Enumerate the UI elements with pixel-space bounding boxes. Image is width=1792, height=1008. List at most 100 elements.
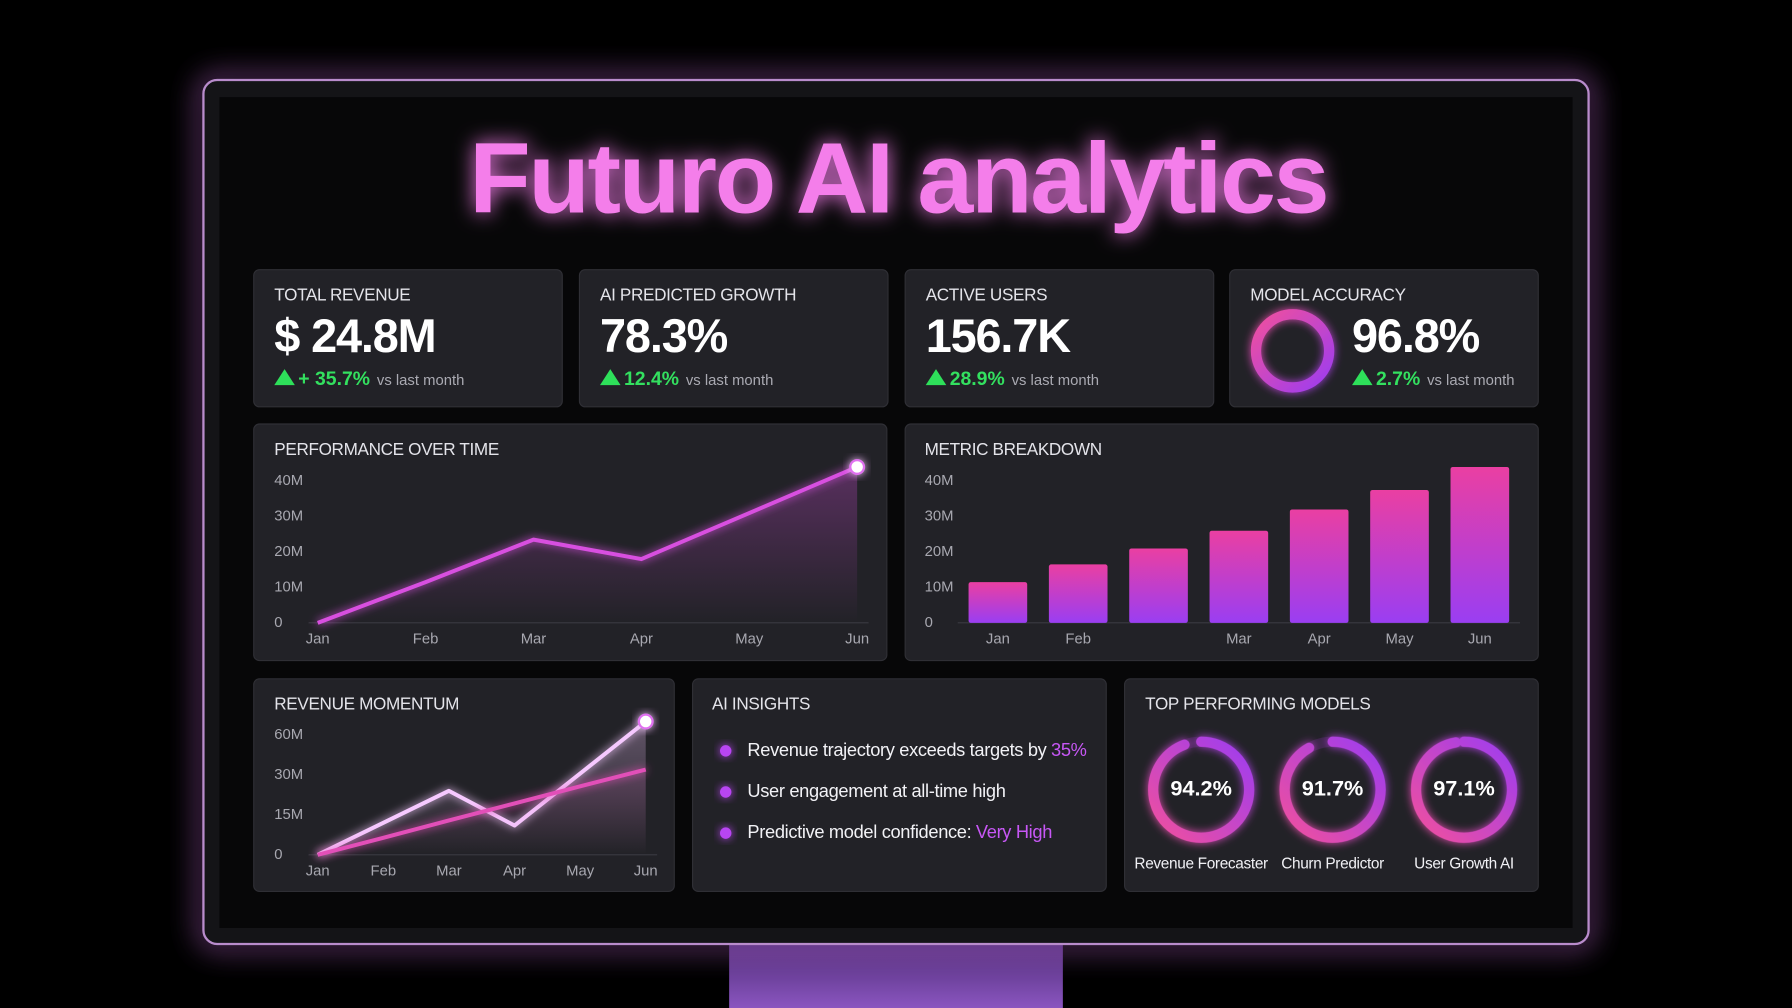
accuracy-ring [1250, 309, 1335, 393]
x-tick-label: Apr [630, 631, 653, 647]
monitor-stand [729, 937, 1063, 1008]
kpi-change: 28.9% [950, 368, 1005, 390]
y-tick-label: 10M [925, 579, 954, 595]
x-tick-label: Feb [413, 631, 439, 647]
bar [1450, 466, 1510, 623]
x-tick-label: Jan [306, 631, 330, 647]
kpi-note: vs last month [377, 373, 464, 389]
x-tick-label: Jun [1468, 631, 1492, 647]
y-tick-label: 0 [274, 847, 282, 863]
dashboard-title: Futuro AI analytics [469, 123, 1327, 235]
y-tick-label: 10M [274, 579, 303, 595]
card [1229, 269, 1539, 408]
up-arrow [925, 369, 947, 386]
card-title: METRIC BREAKDOWN [925, 439, 1102, 459]
insight-text: Predictive model confidence: [747, 821, 971, 842]
line [317, 465, 858, 625]
ring-value: 91.7% [1302, 775, 1364, 800]
x-tick-label: Mar [436, 863, 462, 879]
kpi-change: 2.7% [1376, 368, 1420, 390]
card-title: AI INSIGHTS [712, 694, 810, 714]
up-arrow [274, 369, 295, 386]
y-tick-label: 20M [274, 544, 303, 560]
line [317, 767, 647, 857]
kpi-value: 78.3% [600, 310, 728, 362]
y-tick-label: 20M [925, 544, 954, 560]
x-tick-label: Feb [371, 863, 397, 879]
kpi-change: 12.4% [624, 368, 679, 390]
kpi-change-line: 12.4% vs last month [624, 368, 773, 390]
insight: User engagement at all-time high [747, 780, 1005, 801]
insight-text: Revenue trajectory exceeds targets by [747, 739, 1047, 760]
x-tick-label: Jan [306, 863, 330, 879]
content: TOTAL REVENUE $ 24.8M + 35.7% vs last month… [253, 269, 1539, 892]
card-title: AI PREDICTED GROWTH [600, 285, 796, 305]
card-title: MODEL ACCURACY [1250, 285, 1406, 305]
card-title: TOTAL REVENUE [274, 285, 410, 305]
card [904, 269, 1215, 408]
ring-arc [1410, 736, 1518, 843]
insight-highlight: 35% [1051, 739, 1087, 760]
x-tick-label: Apr [503, 863, 526, 879]
card-title: TOP PERFORMING MODELS [1145, 694, 1370, 714]
end-point [849, 458, 866, 475]
x-tick-label: Jun [845, 631, 869, 647]
kpi-note: vs last month [1012, 373, 1099, 389]
kpi-change-line: 28.9% vs last month [950, 368, 1099, 390]
x-tick-label: May [735, 631, 764, 647]
bar [1209, 530, 1269, 623]
y-tick-label: 40M [274, 473, 303, 489]
card-title: PERFORMANCE OVER TIME [274, 439, 499, 459]
insight: Revenue trajectory exceeds targets by 35% [747, 739, 1086, 760]
y-tick-label: 40M [925, 473, 954, 489]
kpi-value: $ 24.8M [274, 310, 435, 362]
y-tick-label: 0 [274, 615, 282, 631]
kpi-change-line: + 35.7% vs last month [298, 368, 464, 390]
y-tick-label: 30M [274, 508, 303, 524]
x-tick-label: Mar [521, 631, 547, 647]
insight-text: User engagement at all-time high [747, 780, 1005, 801]
y-tick-label: 0 [925, 615, 933, 631]
end-point [637, 713, 654, 730]
ring-value: 97.1% [1433, 775, 1495, 800]
y-tick-label: 30M [274, 767, 303, 783]
card-title: ACTIVE USERS [926, 285, 1047, 305]
line [316, 719, 647, 857]
card-title: REVENUE MOMENTUM [274, 694, 459, 714]
ring-name: Churn Predictor [1281, 856, 1384, 873]
bar [1370, 490, 1429, 623]
kpi-note: vs last month [686, 373, 773, 389]
card [253, 269, 563, 408]
ring-arc [1279, 736, 1386, 843]
card [578, 269, 889, 408]
x-tick-label: Apr [1308, 631, 1331, 647]
ring-value: 94.2% [1170, 775, 1232, 800]
x-tick-label: May [1385, 631, 1414, 647]
ring-name: Revenue Forecaster [1134, 856, 1268, 873]
bar [1048, 564, 1108, 623]
y-tick-label: 30M [925, 508, 954, 524]
kpi-value: 96.8% [1352, 310, 1480, 362]
kpi-change-line: 2.7% vs last month [1376, 368, 1515, 390]
x-tick-label: Feb [1065, 631, 1091, 647]
x-tick-label: Jan [986, 631, 1010, 647]
bar [1129, 548, 1188, 623]
kpi-note: vs last month [1427, 373, 1514, 389]
bullet [720, 786, 732, 798]
line-area [317, 466, 858, 623]
kpi-value: 156.7K [926, 310, 1072, 362]
insight: Predictive model confidence: Very High [747, 821, 1052, 842]
ring-arc [1148, 736, 1255, 843]
ring-name: User Growth AI [1414, 856, 1514, 873]
y-tick-label: 15M [274, 807, 303, 823]
kpi-change: + 35.7% [298, 368, 370, 390]
up-arrow [1352, 369, 1373, 386]
bar [968, 582, 1028, 623]
x-tick-label: Jun [634, 863, 658, 879]
bullet [720, 827, 732, 839]
x-tick-label: Mar [1226, 631, 1252, 647]
card [1124, 678, 1539, 892]
bar [1289, 509, 1349, 623]
